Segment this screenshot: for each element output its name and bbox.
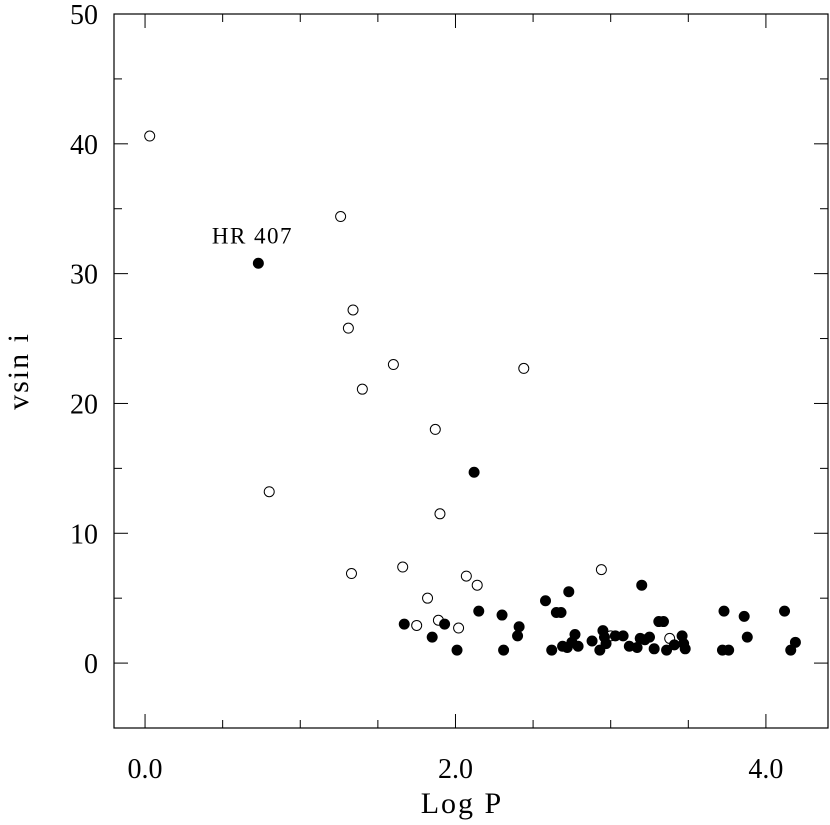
filled-data-point	[636, 579, 648, 591]
open-data-point	[595, 564, 607, 576]
filled-data-point	[679, 643, 691, 655]
open-data-point	[342, 322, 354, 334]
y-tick-label: 20	[70, 389, 98, 420]
filled-data-point	[398, 618, 410, 630]
filled-data-point	[439, 618, 451, 630]
plot-frame	[113, 13, 829, 729]
open-data-point	[347, 304, 359, 316]
filled-data-point	[426, 631, 438, 643]
open-data-point	[397, 561, 409, 573]
filled-data-point	[572, 640, 584, 652]
open-data-point	[434, 508, 446, 520]
annotation-label: HR 407	[212, 223, 293, 248]
filled-data-point	[657, 616, 669, 628]
filled-data-point	[496, 609, 508, 621]
filled-data-point	[512, 630, 524, 642]
filled-data-point	[540, 595, 552, 607]
filled-data-point	[451, 644, 463, 656]
open-data-point	[429, 423, 441, 435]
axis-ticks	[114, 13, 828, 729]
open-data-point	[387, 359, 399, 371]
axis-tick-labels: 0.0 2.0 4.0 0 10 20 30 40 50	[70, 0, 783, 785]
filled-data-point	[668, 639, 680, 651]
x-tick-label: 4.0	[748, 754, 783, 785]
open-data-point	[335, 211, 347, 223]
filled-data-point	[738, 610, 750, 622]
open-data-point	[422, 592, 434, 604]
annotations: HR 407	[212, 223, 293, 248]
filled-data-point	[617, 630, 629, 642]
filled-data-point	[789, 636, 801, 648]
filled-data-point	[473, 605, 485, 617]
open-data-point	[453, 622, 465, 634]
filled-data-point	[741, 631, 753, 643]
y-tick-label: 50	[70, 0, 98, 31]
open-data-point	[356, 383, 368, 395]
filled-data-point	[586, 635, 598, 647]
filled-data-point	[569, 629, 581, 641]
filled-data-point	[563, 586, 575, 598]
filled-data-point	[644, 631, 655, 643]
open-data-point	[460, 570, 472, 582]
filled-data-point	[555, 606, 567, 618]
data-points	[144, 130, 801, 656]
filled-data-point	[648, 643, 660, 655]
x-axis-title: Log P	[421, 787, 504, 820]
filled-data-point	[661, 644, 673, 656]
open-data-point	[263, 486, 275, 498]
filled-data-point	[252, 257, 264, 269]
open-data-point	[518, 362, 530, 374]
filled-data-point	[546, 644, 558, 656]
open-data-point	[144, 130, 156, 142]
filled-data-point	[498, 644, 510, 656]
x-tick-label: 0.0	[128, 754, 163, 785]
x-tick-label: 2.0	[438, 754, 473, 785]
filled-data-point	[468, 466, 480, 478]
filled-data-point	[600, 638, 612, 650]
open-data-point	[345, 568, 357, 580]
filled-data-point	[779, 605, 791, 617]
y-tick-label: 30	[70, 260, 98, 291]
y-axis-title: vsin i	[2, 332, 35, 410]
y-tick-label: 10	[70, 519, 98, 550]
filled-data-point	[718, 605, 730, 617]
filled-data-point	[513, 621, 525, 633]
y-tick-label: 40	[70, 130, 98, 161]
filled-data-point	[631, 642, 643, 654]
filled-data-point	[723, 644, 735, 656]
open-data-point	[471, 579, 483, 591]
y-tick-label: 0	[84, 649, 98, 680]
open-data-point	[411, 619, 423, 631]
